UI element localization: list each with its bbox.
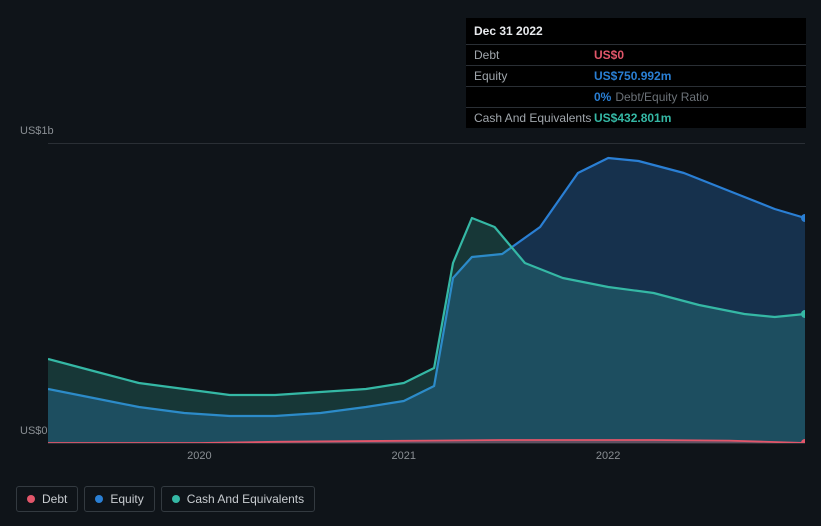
legend-item-label: Debt xyxy=(42,492,67,506)
tooltip-row: 0%Debt/Equity Ratio xyxy=(466,87,806,108)
tooltip-row: Cash And EquivalentsUS$432.801m xyxy=(466,108,806,128)
legend-item-label: Equity xyxy=(110,492,143,506)
tooltip-row-label xyxy=(474,90,594,104)
chart-plot-area xyxy=(48,143,805,443)
legend-item-cash-and-equivalents[interactable]: Cash And Equivalents xyxy=(161,486,315,512)
y-axis-bottom-label: US$0 xyxy=(20,425,48,437)
legend-item-equity[interactable]: Equity xyxy=(84,486,154,512)
x-axis-tick-label: 2021 xyxy=(392,450,416,462)
x-axis-tick-label: 2022 xyxy=(596,450,620,462)
chart-tooltip: Dec 31 2022 DebtUS$0EquityUS$750.992m0%D… xyxy=(466,18,806,128)
tooltip-row-label: Equity xyxy=(474,69,594,83)
debt-equity-chart: US$1b US$0 2020 2021 2022 xyxy=(16,125,805,470)
legend-dot-icon xyxy=(27,495,35,503)
tooltip-row: EquityUS$750.992m xyxy=(466,66,806,87)
tooltip-row-value: US$432.801m xyxy=(594,111,798,125)
tooltip-row-value: 0%Debt/Equity Ratio xyxy=(594,90,798,104)
tooltip-row: DebtUS$0 xyxy=(466,45,806,66)
tooltip-row-value: US$0 xyxy=(594,48,798,62)
y-axis-top-label: US$1b xyxy=(20,125,54,137)
chart-legend: Debt Equity Cash And Equivalents xyxy=(16,486,315,512)
legend-dot-icon xyxy=(172,495,180,503)
tooltip-row-value: US$750.992m xyxy=(594,69,798,83)
legend-item-label: Cash And Equivalents xyxy=(187,492,304,506)
x-axis-tick-label: 2020 xyxy=(187,450,211,462)
tooltip-date: Dec 31 2022 xyxy=(466,18,806,45)
tooltip-row-label: Debt xyxy=(474,48,594,62)
tooltip-row-label: Cash And Equivalents xyxy=(474,111,594,125)
legend-dot-icon xyxy=(95,495,103,503)
gridline-bottom xyxy=(48,443,805,444)
legend-item-debt[interactable]: Debt xyxy=(16,486,78,512)
